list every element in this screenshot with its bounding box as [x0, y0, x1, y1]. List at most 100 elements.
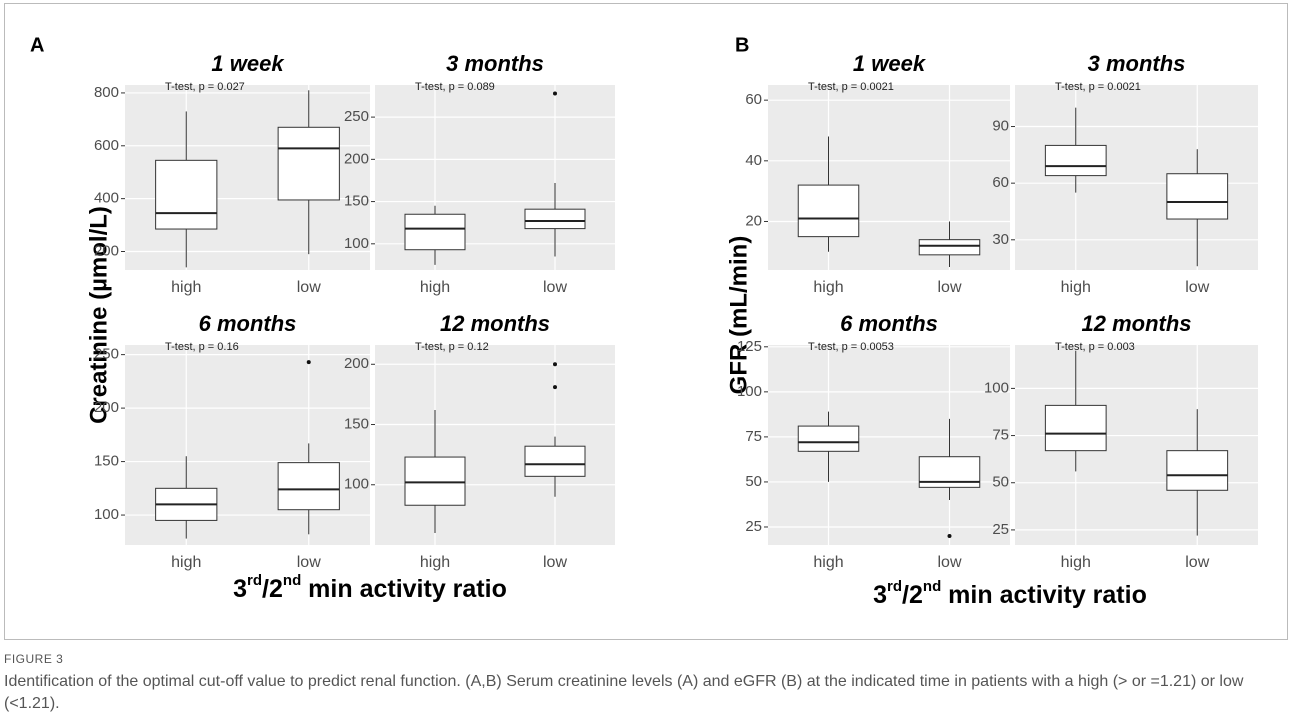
- x-axis-label-part: 3: [233, 575, 247, 603]
- annotation: T-test, p = 0.027: [165, 81, 245, 93]
- y-tick-label: 200: [344, 355, 369, 372]
- plot-background: [768, 85, 1010, 270]
- panel-title: 6 months: [840, 311, 938, 336]
- annotation: T-test, p = 0.12: [415, 341, 489, 353]
- caption: Identification of the optimal cut-off va…: [4, 673, 1244, 712]
- x-axis-label-part: rd: [247, 572, 262, 589]
- x-axis-label: 3rd/2nd min activity ratio: [873, 578, 1147, 609]
- box: [524, 445, 586, 477]
- y-tick-label: 40: [745, 152, 762, 169]
- x-tick-label: high: [171, 279, 201, 296]
- y-tick-label: 125: [737, 338, 762, 355]
- x-tick-label: high: [813, 554, 843, 571]
- box: [918, 239, 981, 256]
- y-axis-label: GFR (mL/min): [725, 236, 752, 395]
- y-tick-label: 100: [94, 506, 119, 523]
- x-tick-label: high: [1061, 279, 1091, 296]
- panel-title: 6 months: [199, 311, 297, 336]
- x-tick-label: low: [543, 279, 567, 296]
- outlier: [553, 91, 557, 96]
- x-axis-label: 3rd/2nd min activity ratio: [233, 572, 507, 603]
- y-axis-label: Creatinine (µmol/L): [85, 206, 112, 424]
- panel-letter: A: [30, 34, 44, 56]
- y-tick-label: 90: [992, 117, 1009, 134]
- x-tick-label: high: [171, 554, 201, 571]
- y-tick-label: 60: [745, 91, 762, 108]
- panel-title: 12 months: [440, 311, 550, 336]
- box: [797, 184, 860, 238]
- y-tick-label: 600: [94, 137, 119, 154]
- x-tick-label: high: [420, 279, 450, 296]
- y-tick-label: 250: [94, 346, 119, 363]
- y-tick-label: 100: [737, 383, 762, 400]
- outlier: [306, 360, 311, 365]
- y-tick-label: 25: [992, 521, 1009, 538]
- annotation: T-test, p = 0.16: [165, 341, 239, 353]
- annotation: T-test, p = 0.0021: [1055, 81, 1141, 93]
- y-tick-label: 400: [94, 190, 119, 207]
- caption-label: FIGURE 3: [4, 652, 64, 666]
- y-tick-label: 30: [992, 231, 1009, 248]
- x-tick-label: low: [543, 554, 567, 571]
- y-tick-label: 25: [745, 518, 762, 535]
- box: [277, 126, 340, 201]
- x-axis-label-part: min activity ratio: [301, 575, 507, 603]
- outlier: [947, 533, 952, 538]
- annotation: T-test, p = 0.0021: [808, 81, 894, 93]
- x-axis-label-part: rd: [887, 578, 902, 595]
- y-tick-label: 50: [992, 474, 1009, 491]
- y-tick-label: 150: [94, 453, 119, 470]
- panel-title: 3 months: [1088, 51, 1186, 76]
- x-axis-label-part: nd: [283, 572, 301, 589]
- y-tick-label: 60: [992, 174, 1009, 191]
- box: [1166, 173, 1229, 220]
- box: [797, 425, 860, 452]
- x-tick-label: high: [420, 554, 450, 571]
- x-tick-label: low: [937, 279, 961, 296]
- box: [404, 213, 466, 251]
- x-tick-label: low: [297, 554, 321, 571]
- y-tick-label: 200: [94, 242, 119, 259]
- x-axis-label-part: /2: [262, 575, 283, 603]
- y-tick-label: 75: [992, 427, 1009, 444]
- y-tick-label: 100: [344, 476, 369, 493]
- x-axis-label-part: /2: [902, 581, 923, 609]
- x-axis-label-part: nd: [923, 578, 941, 595]
- box: [1166, 450, 1229, 491]
- x-tick-label: low: [297, 279, 321, 296]
- annotation: T-test, p = 0.003: [1055, 341, 1135, 353]
- y-tick-label: 250: [344, 108, 369, 125]
- box: [524, 208, 586, 230]
- box: [1044, 144, 1107, 177]
- y-tick-label: 150: [344, 415, 369, 432]
- outlier: [553, 362, 557, 367]
- x-axis-label-part: min activity ratio: [941, 581, 1147, 609]
- y-tick-label: 75: [745, 428, 762, 445]
- annotation: T-test, p = 0.0053: [808, 341, 894, 353]
- x-tick-label: high: [1061, 554, 1091, 571]
- x-tick-label: high: [813, 279, 843, 296]
- x-tick-label: low: [1185, 279, 1209, 296]
- plot-background: [375, 345, 615, 545]
- panel-letter: B: [735, 34, 749, 56]
- box: [404, 456, 466, 506]
- y-tick-label: 200: [344, 150, 369, 167]
- y-tick-label: 100: [984, 379, 1009, 396]
- x-tick-label: low: [937, 554, 961, 571]
- panel-title: 1 week: [211, 51, 285, 76]
- panel-title: 3 months: [446, 51, 544, 76]
- y-tick-label: 800: [94, 84, 119, 101]
- y-tick-label: 150: [344, 193, 369, 210]
- y-tick-label: 100: [344, 235, 369, 252]
- x-tick-label: low: [1185, 554, 1209, 571]
- x-axis-label-part: 3: [873, 581, 887, 609]
- box: [277, 462, 340, 511]
- panel-title: 12 months: [1081, 311, 1191, 336]
- outlier: [553, 385, 557, 390]
- figure-frame: [4, 3, 1288, 640]
- box: [155, 159, 218, 230]
- box: [1044, 404, 1107, 452]
- y-tick-label: 50: [745, 473, 762, 490]
